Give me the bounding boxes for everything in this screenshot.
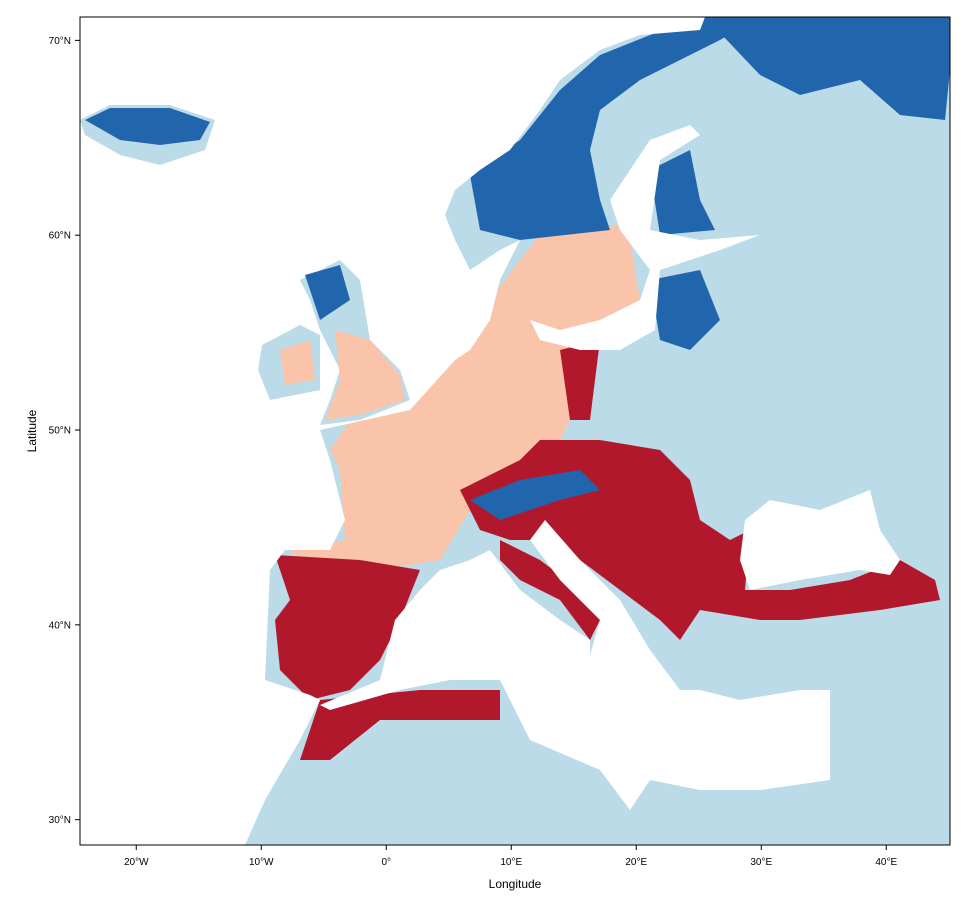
sea (740, 490, 900, 590)
x-tick-label: 30°E (750, 857, 772, 868)
y-axis-label: Latitude (25, 409, 39, 452)
region (290, 225, 640, 570)
x-tick-label: 10°E (500, 857, 522, 868)
region (300, 690, 500, 760)
region (650, 270, 720, 350)
region (280, 340, 315, 385)
sea (530, 125, 760, 350)
region (305, 265, 350, 320)
region (470, 470, 600, 520)
region (275, 555, 420, 700)
y-tick-label: 30°N (49, 815, 71, 826)
x-axis-label: Longitude (489, 877, 542, 891)
region (650, 150, 715, 235)
sea (80, 17, 705, 845)
x-tick-label: 0° (381, 857, 391, 868)
region (470, 17, 760, 240)
region (500, 540, 600, 640)
y-tick-label: 60°N (49, 231, 71, 242)
y-tick-label: 50°N (49, 426, 71, 437)
x-tick-label: 10°W (249, 857, 274, 868)
region (85, 108, 210, 145)
map (80, 17, 950, 845)
y-tick-label: 40°N (49, 620, 71, 631)
x-tick-label: 40°E (875, 857, 897, 868)
region (560, 340, 600, 420)
x-tick-label: 20°E (625, 857, 647, 868)
y-tick-label: 70°N (49, 36, 71, 47)
sea (320, 520, 830, 810)
x-tick-label: 20°W (124, 857, 149, 868)
plot-frame (79, 16, 951, 846)
region (705, 17, 950, 120)
region (325, 330, 405, 420)
